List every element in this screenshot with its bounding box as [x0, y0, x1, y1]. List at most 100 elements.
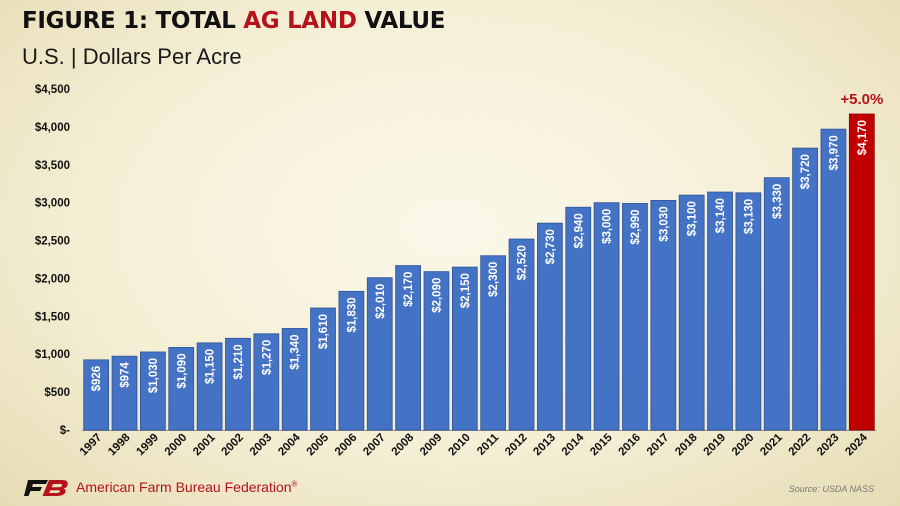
data-label-1999: $1,030	[148, 358, 160, 393]
bar-2001	[196, 342, 223, 431]
bar-2002	[225, 337, 251, 431]
bar-2023	[820, 128, 847, 431]
bar-2019	[707, 191, 733, 431]
bar-2008	[395, 265, 421, 431]
bar-2010	[451, 266, 478, 431]
data-label-2007: $2,010	[375, 284, 387, 319]
y-tick-label: $2,500	[35, 236, 70, 248]
y-tick-label: $3,500	[35, 160, 70, 172]
bar-2007	[366, 277, 393, 431]
bar-2013	[537, 222, 563, 431]
data-label-2018: $3,100	[687, 201, 699, 236]
x-tick-label-2004: 2004	[276, 431, 303, 458]
data-label-2017: $3,030	[658, 206, 670, 241]
bar-2005	[310, 307, 336, 431]
x-tick-label-1999: 1999	[134, 432, 161, 459]
bar-2016	[622, 203, 648, 431]
x-tick-label-2020: 2020	[730, 432, 757, 459]
data-label-2005: $1,610	[318, 314, 330, 349]
chart-title-accent: AG LAND	[243, 8, 357, 34]
data-label-2022: $3,720	[800, 154, 812, 189]
x-tick-label-2009: 2009	[418, 432, 445, 459]
bar-2020	[735, 192, 762, 431]
bar-1997	[83, 359, 110, 431]
afbf-logo-icon	[24, 480, 68, 496]
data-label-2023: $3,970	[828, 135, 840, 170]
data-label-2008: $2,170	[403, 272, 415, 307]
data-label-2015: $3,000	[602, 209, 614, 244]
x-tick-label-2024: 2024	[843, 431, 870, 458]
x-tick-label-2000: 2000	[163, 432, 190, 459]
y-tick-label: $1,500	[35, 311, 70, 323]
data-label-2016: $2,990	[630, 209, 642, 244]
registered-trademark: ®	[291, 479, 298, 489]
bar-1998	[111, 355, 138, 431]
bar-2021	[763, 177, 790, 431]
data-label-2014: $2,940	[573, 213, 585, 248]
x-tick-label-2021: 2021	[758, 431, 785, 458]
x-tick-label-2005: 2005	[305, 431, 332, 458]
data-label-2021: $3,330	[772, 184, 784, 219]
y-tick-label: $2,000	[35, 273, 70, 285]
y-tick-label: $4,000	[35, 122, 70, 134]
data-label-2009: $2,090	[431, 278, 443, 313]
x-tick-label-2016: 2016	[617, 432, 644, 459]
bar-2014	[565, 206, 592, 431]
chart-subtitle: U.S. | Dollars Per Acre	[22, 44, 242, 69]
y-tick-label: $4,500	[35, 84, 70, 96]
organization-name-text: American Farm Bureau Federation	[76, 479, 292, 495]
bar-2017	[650, 199, 677, 431]
x-tick-label-2013: 2013	[531, 432, 558, 459]
y-tick-label: $500	[44, 387, 70, 399]
data-label-2010: $2,150	[460, 273, 472, 308]
bar-2024	[848, 113, 875, 431]
x-tick-label-2019: 2019	[702, 432, 729, 459]
x-tick-label-2022: 2022	[787, 432, 814, 459]
y-tick-label: $1,000	[35, 349, 70, 361]
chart-title-prefix: FIGURE 1: TOTAL	[22, 8, 244, 34]
y-tick-label: $-	[60, 425, 70, 437]
x-tick-label-2007: 2007	[361, 432, 388, 459]
data-label-2006: $1,830	[346, 297, 358, 332]
bar-2000	[168, 347, 195, 431]
x-tick-label-2015: 2015	[588, 431, 615, 458]
bar-2022	[792, 147, 818, 431]
x-tick-label-1998: 1998	[106, 431, 133, 458]
bar-2006	[338, 290, 365, 431]
data-label-1997: $926	[91, 366, 103, 392]
bar-2015	[593, 202, 620, 431]
x-tick-label-2014: 2014	[560, 431, 587, 458]
y-tick-label: $3,000	[35, 198, 70, 210]
data-label-2000: $1,090	[176, 353, 188, 388]
data-label-2012: $2,520	[517, 245, 529, 280]
x-tick-label-2017: 2017	[645, 432, 672, 459]
x-tick-label-1997: 1997	[78, 432, 105, 459]
data-label-2020: $3,130	[743, 199, 755, 234]
bar-1999	[140, 351, 166, 431]
x-tick-label-2001: 2001	[191, 431, 218, 458]
data-label-2004: $1,340	[290, 334, 302, 369]
data-label-2002: $1,210	[233, 344, 245, 379]
x-tick-label-2003: 2003	[248, 432, 275, 459]
data-label-1998: $974	[120, 362, 132, 388]
bar-2018	[678, 194, 705, 431]
bar-2004	[281, 328, 308, 431]
organization-name: American Farm Bureau Federation®	[76, 479, 297, 495]
data-label-2001: $1,150	[205, 349, 217, 384]
bar-2003	[253, 333, 280, 431]
bar-2011	[480, 255, 507, 431]
x-tick-label-2002: 2002	[220, 432, 247, 459]
chart-title: FIGURE 1: TOTAL AG LAND VALUE	[22, 8, 445, 34]
x-tick-label-2012: 2012	[503, 432, 530, 459]
bar-2009	[423, 271, 450, 431]
chart-title-suffix: VALUE	[356, 8, 446, 34]
data-label-2019: $3,140	[715, 198, 727, 233]
x-tick-label-2008: 2008	[390, 431, 417, 458]
data-label-2013: $2,730	[545, 229, 557, 264]
data-label-2024: $4,170	[857, 120, 869, 155]
x-tick-label-2023: 2023	[815, 432, 842, 459]
x-tick-label-2011: 2011	[475, 431, 502, 458]
change-annotation: +5.0%	[840, 91, 883, 108]
source-note: Source: USDA NASS	[788, 484, 874, 494]
